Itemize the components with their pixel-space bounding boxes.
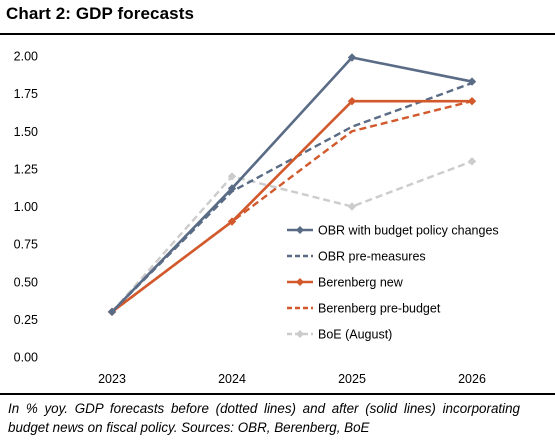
- x-axis: 2023 2024 2025 2026: [98, 372, 486, 386]
- data-point-marker: [227, 184, 237, 193]
- x-tick-label: 2025: [338, 372, 366, 386]
- series-line: [111, 99, 472, 313]
- legend-item: BoE (August): [287, 328, 392, 342]
- series-berenberg-new: [107, 96, 477, 317]
- chart-title: Chart 2: GDP forecasts: [6, 4, 195, 23]
- x-tick-label: 2026: [458, 372, 486, 386]
- legend-item: Berenberg new: [287, 276, 404, 290]
- series-obr-with-budget-policy-changes: [107, 53, 477, 317]
- data-point-marker: [347, 96, 357, 106]
- data-point-marker: [227, 172, 237, 181]
- x-tick-label: 2024: [218, 372, 246, 386]
- legend-marker: [296, 226, 304, 234]
- data-point-marker: [227, 217, 237, 226]
- legend-item: OBR with budget policy changes: [287, 224, 499, 238]
- legend-label: Berenberg pre-budget: [318, 302, 441, 316]
- series-obr-pre-measures: [111, 81, 473, 313]
- legend-label: OBR pre-measures: [318, 250, 426, 264]
- note-divider: [0, 393, 555, 395]
- series-layer: [107, 53, 477, 317]
- title-divider: [0, 33, 555, 35]
- y-tick-label: 0.50: [14, 275, 38, 289]
- data-point-marker: [467, 96, 477, 106]
- data-point-marker: [467, 77, 477, 86]
- data-point-marker: [347, 202, 357, 211]
- legend-label: OBR with budget policy changes: [318, 224, 499, 238]
- source-note: In % yoy. GDP forecasts before (dotted l…: [8, 401, 520, 435]
- legend-label: Berenberg new: [318, 276, 404, 290]
- y-tick-label: 0.75: [14, 238, 38, 252]
- y-tick-label: 0.25: [14, 313, 38, 327]
- legend-marker: [296, 330, 304, 338]
- y-tick-label: 1.75: [14, 87, 38, 101]
- y-tick-label: 1.25: [14, 162, 38, 176]
- data-point-marker: [467, 157, 477, 166]
- gdp-forecast-line-chart: 0.00 0.25 0.50 0.75 1.00 1.25 1.50 1.75 2.00 202…: [14, 50, 499, 387]
- series-line: [111, 160, 473, 313]
- series-line: [111, 99, 473, 313]
- legend: OBR with budget policy changes OBR pre-me…: [287, 224, 499, 342]
- y-tick-label: 0.00: [14, 351, 38, 365]
- legend-marker: [296, 278, 304, 286]
- legend-item: OBR pre-measures: [287, 250, 426, 264]
- x-tick-label: 2023: [98, 372, 126, 386]
- legend-label: BoE (August): [318, 328, 392, 342]
- y-tick-label: 1.00: [14, 200, 38, 214]
- series-line: [111, 81, 473, 313]
- series-berenberg-pre-budget: [111, 99, 473, 313]
- data-point-marker: [107, 307, 117, 317]
- series-line: [111, 56, 473, 313]
- y-axis: 0.00 0.25 0.50 0.75 1.00 1.25 1.50 1.75 2.00: [14, 50, 38, 365]
- y-tick-label: 2.00: [14, 50, 38, 64]
- y-tick-label: 1.50: [14, 125, 38, 139]
- legend-item: Berenberg pre-budget: [287, 302, 441, 316]
